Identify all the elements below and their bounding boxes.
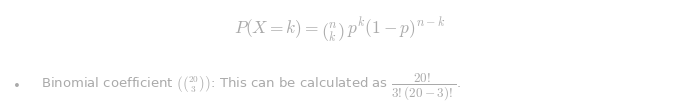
Text: Binomial coefficient $\left(\binom{20}{3}\right)$: This can be calculated as $\d: Binomial coefficient $\left(\binom{20}{3… (41, 71, 460, 102)
Text: •: • (13, 80, 21, 93)
Text: $P(X = k) = \binom{n}{k}\,p^{k}(1-p)^{n-k}$: $P(X = k) = \binom{n}{k}\,p^{k}(1-p)^{n-… (234, 16, 445, 45)
